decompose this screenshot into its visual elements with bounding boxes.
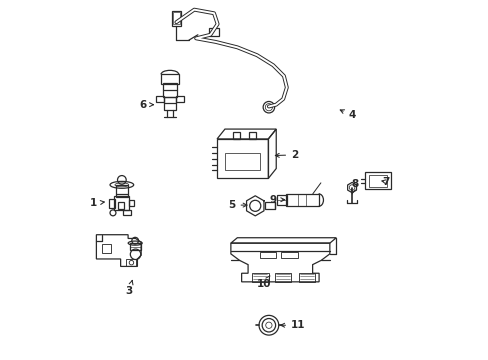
Text: 6: 6: [140, 100, 153, 110]
Text: 5: 5: [228, 200, 246, 210]
Text: 10: 10: [257, 276, 271, 289]
Text: 7: 7: [381, 177, 389, 187]
Text: 11: 11: [280, 320, 305, 330]
Text: 9: 9: [269, 195, 284, 205]
Text: 2: 2: [275, 150, 298, 160]
Text: 4: 4: [340, 110, 355, 121]
Text: 8: 8: [350, 179, 358, 194]
Text: 3: 3: [125, 280, 133, 296]
Text: 1: 1: [90, 198, 104, 208]
